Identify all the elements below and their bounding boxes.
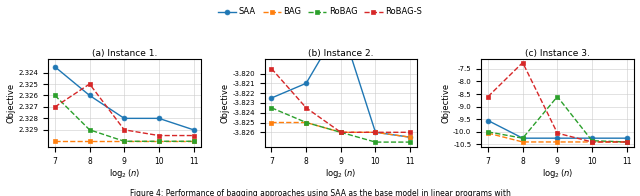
Y-axis label: Objective: Objective (220, 83, 229, 123)
BAG (337, 131, 344, 133)
RoBAG (337, 131, 344, 133)
SAA (189, 129, 197, 131)
Legend: SAA, BAG, RoBAG, RoBAG-S: SAA, BAG, RoBAG, RoBAG-S (214, 4, 426, 20)
BAG (268, 121, 275, 124)
RoBAG (588, 140, 596, 142)
SAA (372, 131, 380, 133)
Title: (c) Instance 3.: (c) Instance 3. (525, 49, 590, 58)
BAG (623, 141, 630, 143)
Title: (b) Instance 2.: (b) Instance 2. (308, 49, 374, 58)
Line: BAG: BAG (52, 139, 196, 144)
RoBAG (372, 141, 380, 143)
RoBAG (554, 95, 561, 98)
BAG (372, 131, 380, 133)
Line: BAG: BAG (269, 120, 413, 140)
RoBAG-S (86, 83, 93, 85)
RoBAG-S (554, 132, 561, 134)
X-axis label: $\log_2(n)$: $\log_2(n)$ (541, 167, 573, 180)
BAG (189, 140, 197, 142)
SAA (155, 117, 163, 120)
RoBAG-S (519, 61, 527, 64)
RoBAG (623, 141, 630, 143)
BAG (588, 141, 596, 143)
RoBAG (519, 137, 527, 139)
Text: Figure 4: Performance of bagging approaches using SAA as the base model in linea: Figure 4: Performance of bagging approac… (129, 189, 511, 196)
Line: SAA: SAA (52, 64, 196, 132)
RoBAG (51, 94, 59, 97)
BAG (120, 140, 128, 142)
Line: SAA: SAA (269, 22, 413, 140)
Line: RoBAG: RoBAG (269, 105, 413, 144)
SAA (268, 97, 275, 99)
Y-axis label: Objective: Objective (442, 83, 451, 123)
BAG (86, 140, 93, 142)
SAA (86, 94, 93, 97)
RoBAG-S (588, 141, 596, 143)
SAA (554, 137, 561, 139)
SAA (51, 66, 59, 68)
RoBAG (406, 141, 414, 143)
RoBAG-S (51, 106, 59, 108)
BAG (302, 121, 310, 124)
Line: SAA: SAA (486, 118, 629, 141)
Line: RoBAG-S: RoBAG-S (269, 66, 413, 135)
RoBAG-S (268, 67, 275, 70)
BAG (484, 132, 492, 134)
Line: RoBAG: RoBAG (52, 93, 196, 144)
Title: (a) Instance 1.: (a) Instance 1. (92, 49, 157, 58)
SAA (484, 119, 492, 122)
RoBAG (86, 129, 93, 131)
Line: RoBAG: RoBAG (486, 94, 629, 144)
RoBAG (302, 121, 310, 124)
RoBAG-S (623, 141, 630, 143)
RoBAG (268, 107, 275, 109)
RoBAG-S (120, 129, 128, 131)
Line: RoBAG-S: RoBAG-S (486, 60, 629, 144)
RoBAG-S (484, 95, 492, 98)
RoBAG (189, 140, 197, 142)
BAG (51, 140, 59, 142)
BAG (519, 141, 527, 143)
X-axis label: $\log_2(n)$: $\log_2(n)$ (109, 167, 140, 180)
RoBAG (155, 140, 163, 142)
RoBAG (484, 131, 492, 133)
RoBAG-S (337, 131, 344, 133)
RoBAG-S (155, 134, 163, 137)
RoBAG-S (372, 131, 380, 133)
SAA (302, 82, 310, 84)
RoBAG-S (189, 134, 197, 137)
BAG (406, 136, 414, 138)
SAA (337, 23, 344, 26)
BAG (554, 141, 561, 143)
SAA (120, 117, 128, 120)
SAA (519, 137, 527, 139)
RoBAG (120, 140, 128, 142)
BAG (155, 140, 163, 142)
Line: BAG: BAG (486, 131, 629, 144)
Y-axis label: Objective: Objective (6, 83, 15, 123)
RoBAG-S (302, 107, 310, 109)
X-axis label: $\log_2(n)$: $\log_2(n)$ (325, 167, 356, 180)
SAA (623, 137, 630, 139)
Line: RoBAG-S: RoBAG-S (52, 82, 196, 138)
RoBAG-S (406, 131, 414, 133)
SAA (588, 137, 596, 139)
SAA (406, 136, 414, 138)
